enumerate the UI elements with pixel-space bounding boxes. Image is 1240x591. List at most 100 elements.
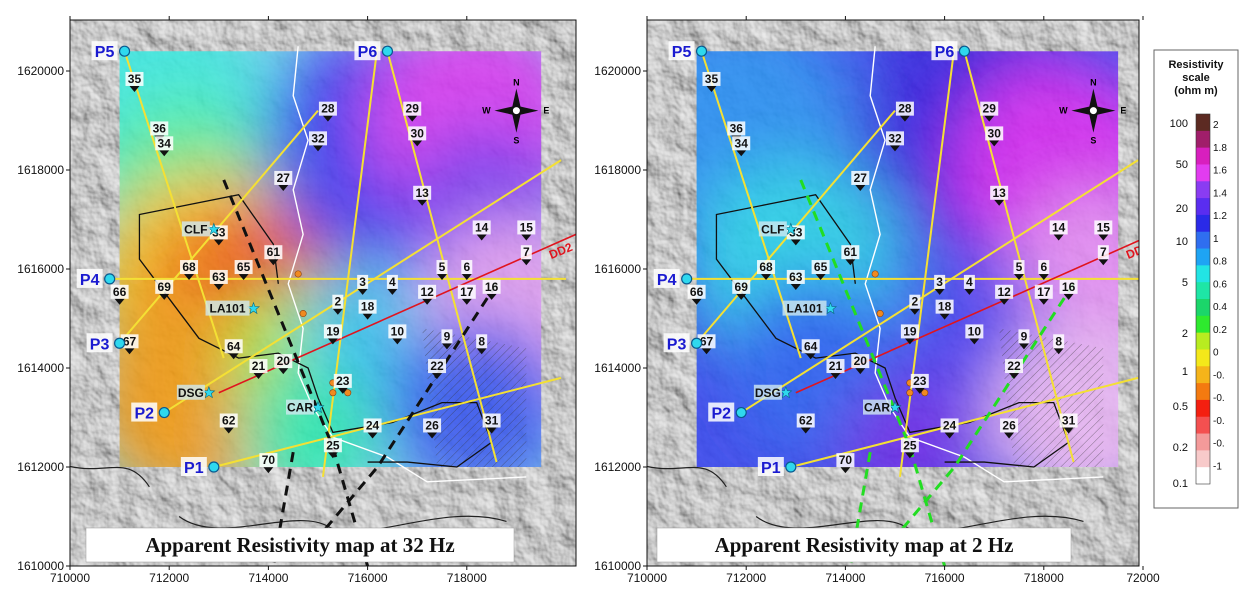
station-label-bg	[209, 269, 228, 284]
legend-right-tick: 1.8	[1213, 143, 1227, 154]
station-label: 68	[182, 260, 196, 274]
hot-spring-dot-1	[22, 152, 28, 158]
station-label: 3	[359, 275, 366, 289]
station-label: 15	[1097, 220, 1111, 234]
station-label: 35	[705, 72, 719, 86]
station-label: 61	[844, 245, 858, 259]
station-label-bg	[985, 126, 1004, 141]
station-label: 28	[898, 102, 912, 116]
station-label-bg	[386, 274, 398, 289]
station-marker	[1009, 373, 1020, 380]
station-19: 19	[323, 324, 342, 345]
station-15: 15	[517, 220, 536, 241]
profile-lines	[686, 46, 1139, 478]
station-24: 24	[940, 418, 959, 439]
site-clf: CLF	[181, 221, 221, 237]
x-tick-label: 712000	[149, 571, 189, 585]
legend-swatch-8	[1196, 248, 1210, 266]
station-label-bg	[940, 418, 959, 433]
compass-center	[511, 106, 521, 116]
profile-label-p3: P3	[663, 333, 703, 353]
station-label-bg	[851, 354, 870, 369]
station-marker	[322, 115, 333, 122]
station-70: 70	[259, 453, 278, 474]
x-tick-label: 716000	[348, 571, 388, 585]
station-marker	[984, 115, 995, 122]
station-label-bg	[1005, 359, 1024, 374]
site-label: LA101	[787, 302, 823, 316]
profile-label-p2: P2	[131, 402, 170, 423]
profile-label-text: P6	[935, 44, 955, 61]
map-frame	[69, 19, 577, 567]
caldera-outline-north	[188, 194, 279, 284]
profile-label-text: P5	[672, 44, 692, 61]
legend-swatch-10	[1196, 282, 1210, 300]
station-label-bg	[1053, 334, 1065, 349]
station-10: 10	[388, 324, 407, 345]
station-label: 20	[277, 354, 291, 368]
station-9: 9	[1018, 329, 1030, 350]
station-label: 64	[804, 339, 818, 353]
station-label-bg	[1034, 284, 1053, 299]
station-label: 29	[983, 102, 997, 116]
station-label-bg	[457, 284, 476, 299]
station-label-bg	[274, 354, 293, 369]
station-18: 18	[358, 299, 377, 320]
station-marker	[1053, 234, 1064, 241]
station-marker	[461, 298, 472, 305]
station-67: 67	[697, 334, 716, 355]
station-31: 31	[482, 413, 501, 434]
legend-swatch-6	[1196, 214, 1210, 233]
station-marker	[934, 288, 945, 295]
profile-label-text: P4	[657, 272, 677, 289]
caldera-outline-north	[765, 194, 856, 284]
station-label: 21	[252, 359, 266, 373]
legend-swatch-12	[1196, 315, 1210, 334]
map-frame	[646, 19, 1140, 567]
station-marker	[909, 308, 920, 315]
station-label-bg	[1094, 220, 1113, 235]
station-label: 5	[439, 260, 446, 274]
station-label: 2	[911, 295, 918, 309]
station-21: 21	[826, 359, 845, 380]
station-label-bg	[900, 438, 919, 453]
legend-swatch-11	[1196, 299, 1210, 317]
station-34: 34	[155, 136, 174, 157]
coast-contour-west	[647, 465, 727, 488]
profile-endpoint	[958, 45, 971, 57]
station-label: 35	[128, 72, 142, 86]
station-30: 30	[985, 126, 1004, 147]
station-label-bg	[180, 260, 199, 275]
station-label: 67	[700, 334, 714, 348]
profile-endpoint	[158, 406, 170, 419]
caption-box	[85, 527, 515, 563]
station-marker	[437, 274, 447, 281]
compass-w: W	[482, 106, 491, 116]
legend-left-tick: 1	[1182, 366, 1188, 378]
station-marker	[228, 353, 239, 360]
x-tick-label: 714000	[248, 571, 288, 585]
compass-n: N	[1090, 78, 1097, 88]
station-label: 19	[903, 324, 917, 338]
station-label-bg	[224, 339, 243, 354]
station-label-bg	[120, 334, 139, 349]
station-label: 4	[966, 275, 973, 289]
compass-center	[1088, 106, 1098, 116]
profile-label-text: P5	[95, 44, 115, 61]
caption-box	[656, 527, 1072, 563]
station-label: 69	[735, 280, 749, 294]
station-marker	[213, 239, 224, 246]
station-5: 5	[1013, 260, 1025, 281]
station-label: 13	[992, 186, 1006, 200]
profile-labels: P1 P2 P3 P4 P5 P6	[76, 41, 394, 477]
station-marker	[691, 298, 702, 305]
station-label: 12	[997, 285, 1011, 299]
station-28: 28	[318, 101, 337, 122]
station-label: 66	[113, 285, 127, 299]
profile-line-2	[790, 376, 1139, 468]
station-label: 27	[277, 171, 291, 185]
station-label: 18	[361, 300, 375, 314]
legend-right-tick: 0.8	[1213, 257, 1227, 268]
